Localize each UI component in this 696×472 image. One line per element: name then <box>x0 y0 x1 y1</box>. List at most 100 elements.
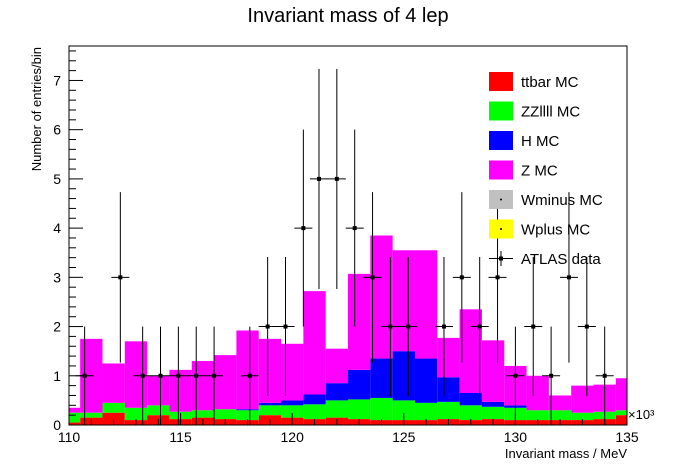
legend-entry-ttbar-mc: ttbar MC <box>489 72 579 91</box>
bar-h-mc-15 <box>392 351 415 401</box>
legend-label: Wplus MC <box>521 222 590 239</box>
data-points <box>75 68 614 425</box>
data-point-13 <box>345 129 364 327</box>
legend-swatch <box>489 101 513 121</box>
bar-zzllll-mc-10 <box>281 405 304 418</box>
data-point-26 <box>595 326 614 425</box>
bar-zzllll-mc-18 <box>459 405 482 421</box>
bar-zzllll-mc-23 <box>571 412 594 421</box>
data-point-7 <box>240 326 259 425</box>
bar-z-mc-23 <box>571 385 594 413</box>
bar-zzllll-mc-17 <box>437 401 460 420</box>
legend-entry-atlas-data: ATLAS data <box>489 251 601 268</box>
bar-zzllll-mc-1 <box>80 412 103 418</box>
legend-swatch <box>489 160 513 180</box>
bar-ttbar-mc-2 <box>102 412 125 425</box>
legend-marker <box>499 256 503 261</box>
bar-zzllll-mc-22 <box>548 410 572 421</box>
data-point-16 <box>399 256 418 397</box>
legend-label: Wminus MC <box>521 192 603 209</box>
bar-z-mc-3 <box>124 341 148 408</box>
x-tick-label: 110 <box>58 429 81 445</box>
data-point-5 <box>187 326 206 425</box>
legend-entry-wplus-mc: Wplus MC <box>489 219 590 239</box>
bar-h-mc-12 <box>325 383 348 401</box>
legend-label: Z MC <box>521 163 558 180</box>
x-axis-label: Invariant mass / MeV <box>505 446 627 461</box>
x-tick-label: 125 <box>392 429 416 445</box>
bar-z-mc-13 <box>348 273 371 370</box>
bar-z-mc-25 <box>615 378 627 411</box>
bar-ttbar-mc-0 <box>69 422 81 425</box>
data-point-25 <box>577 256 596 397</box>
legend-entry-wminus-mc: Wminus MC <box>489 190 603 209</box>
data-point-10 <box>294 129 313 327</box>
bar-zzllll-mc-15 <box>392 400 415 421</box>
legend-entry-zzllll-mc: ZZllll MC <box>489 101 580 121</box>
data-point-15 <box>381 256 400 397</box>
bar-zzllll-mc-8 <box>236 410 259 421</box>
bar-zzllll-mc-6 <box>191 410 215 418</box>
y-axis: 0 1 2 3 4 5 6 7 <box>53 50 83 433</box>
bar-zzllll-mc-14 <box>370 397 393 421</box>
y-tick-label: 3 <box>53 269 61 285</box>
bar-z-mc-15 <box>392 250 415 352</box>
bar-zzllll-mc-19 <box>481 406 505 420</box>
bar-z-mc-17 <box>437 337 460 378</box>
legend-label: ATLAS data <box>521 251 601 268</box>
bar-zzllll-mc-2 <box>102 402 125 413</box>
plot-frame <box>68 45 628 426</box>
data-point-14 <box>363 192 382 363</box>
bar-z-mc-19 <box>481 340 505 402</box>
bar-h-mc-17 <box>437 377 460 402</box>
bar-h-mc-14 <box>370 358 393 398</box>
legend: ttbar MC ZZllll MC H MC Z MC Wminus MC Wplus … <box>489 72 603 268</box>
bar-zzllll-mc-16 <box>414 402 438 421</box>
bar-z-mc-5 <box>169 369 192 412</box>
bar-z-mc-12 <box>325 348 348 384</box>
data-point-2 <box>133 326 152 425</box>
data-point-19 <box>470 256 489 397</box>
bar-z-mc-14 <box>370 235 393 359</box>
legend-entry-h-mc: H MC <box>489 131 559 150</box>
chart-title: Invariant mass of 4 lep <box>247 5 448 27</box>
stacked-histogram-bars <box>69 235 627 425</box>
bar-zzllll-mc-7 <box>214 409 237 420</box>
bar-zzllll-mc-11 <box>303 404 326 420</box>
data-point-17 <box>434 256 453 397</box>
bar-z-mc-11 <box>303 291 326 395</box>
x-axis-scale-label: ×10³ <box>628 407 655 422</box>
bar-h-mc-13 <box>348 369 371 400</box>
bar-z-mc-0 <box>69 407 81 413</box>
bar-h-mc-8 <box>236 409 259 411</box>
bar-z-mc-4 <box>147 375 170 406</box>
legend-label: ZZllll MC <box>521 104 580 121</box>
bar-h-mc-9 <box>258 402 282 406</box>
bar-h-mc-16 <box>414 358 438 403</box>
legend-label: H MC <box>521 133 559 150</box>
data-point-4 <box>169 326 188 425</box>
bar-zzllll-mc-0 <box>69 412 81 423</box>
x-tick-label: 130 <box>504 429 528 445</box>
data-point-23 <box>542 326 561 425</box>
bar-h-mc-10 <box>281 400 304 406</box>
x-tick-label: 120 <box>281 429 305 445</box>
bar-zzllll-mc-4 <box>147 405 170 416</box>
y-tick-label: 2 <box>53 319 61 335</box>
data-point-12 <box>327 68 346 289</box>
data-point-1 <box>111 192 130 363</box>
bar-z-mc-22 <box>548 395 572 411</box>
y-tick-label: 1 <box>53 368 61 384</box>
data-point-21 <box>506 326 525 425</box>
bar-zzllll-mc-9 <box>258 405 282 416</box>
data-point-6 <box>205 326 224 425</box>
y-tick-label: 0 <box>53 417 61 433</box>
bar-h-mc-18 <box>459 393 482 406</box>
data-point-24 <box>559 192 578 363</box>
bar-z-mc-10 <box>281 343 304 401</box>
bar-z-mc-9 <box>258 338 282 403</box>
x-tick-label: 135 <box>615 429 639 445</box>
bar-z-mc-18 <box>459 309 482 394</box>
legend-swatch <box>489 131 513 150</box>
